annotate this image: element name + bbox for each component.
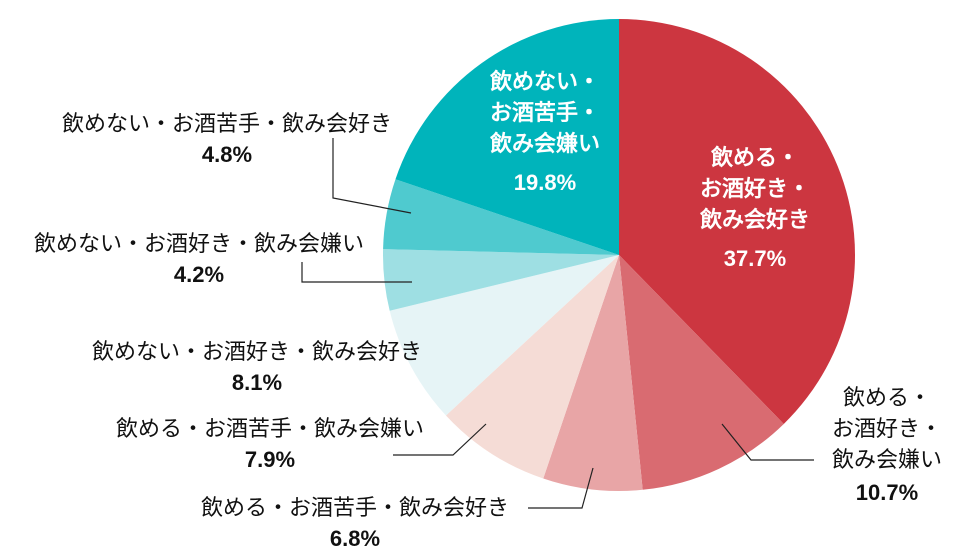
leader-lines: [301, 138, 814, 509]
label-line: 飲み会好き: [699, 207, 810, 232]
slice-percent: 4.8%: [201, 142, 253, 167]
label-line: 飲めない・お酒苦手・飲み会好き: [61, 111, 392, 136]
pie-slice: [619, 255, 784, 490]
slice-percent: 10.7%: [855, 480, 919, 505]
slice-label-drink-like-like: 飲める・ お酒好き・ 飲み会好き 37.7%: [680, 142, 830, 274]
label-line: 飲めない・: [489, 69, 600, 94]
slice-percent: 8.1%: [231, 370, 283, 395]
label-line: 飲めない・お酒好き・飲み会嫌い: [33, 231, 364, 256]
label-line: お酒好き・: [831, 416, 942, 441]
slice-percent: 4.2%: [173, 262, 225, 287]
leader-line: [721, 423, 814, 461]
leader-line: [528, 467, 594, 509]
label-line: 飲める・: [710, 145, 799, 170]
label-line: お酒苦手・: [489, 100, 600, 125]
slice-label-drink-dislike-dislike: 飲める・お酒苦手・飲み会嫌い 7.9%: [95, 413, 445, 475]
label-line: 飲み会嫌い: [489, 131, 600, 156]
label-line: 飲めない・お酒好き・飲み会好き: [91, 339, 422, 364]
leader-line: [332, 138, 412, 214]
label-line: お酒好き・: [699, 176, 810, 201]
pie-slice: [389, 255, 619, 416]
pie-slice: [543, 255, 643, 492]
pie-slices: [382, 19, 856, 492]
slice-label-nodrink-like-like: 飲めない・お酒好き・飲み会好き 8.1%: [72, 336, 442, 398]
slice-label-nodrink-dislike-dislike: 飲めない・ お酒苦手・ 飲み会嫌い 19.8%: [470, 66, 620, 198]
label-line: 飲み会嫌い: [831, 447, 942, 472]
slice-label-nodrink-like-dislike: 飲めない・お酒好き・飲み会嫌い 4.2%: [14, 228, 384, 290]
leader-line: [393, 423, 487, 456]
leader-line: [301, 262, 412, 283]
slice-percent: 19.8%: [513, 170, 577, 195]
label-line: 飲める・: [842, 385, 931, 410]
pie-slice: [382, 249, 619, 311]
pie-slice: [445, 255, 619, 479]
label-line: 飲める・お酒苦手・飲み会好き: [200, 495, 509, 520]
pie-slice: [619, 19, 856, 424]
slice-label-nodrink-dislike-like: 飲めない・お酒苦手・飲み会好き 4.8%: [42, 108, 412, 170]
pie-slice: [395, 19, 619, 255]
pie-slice: [383, 179, 619, 255]
slice-percent: 7.9%: [244, 447, 296, 472]
slice-percent: 37.7%: [723, 246, 787, 271]
slice-percent: 6.8%: [329, 526, 381, 551]
slice-label-drink-dislike-like: 飲める・お酒苦手・飲み会好き 6.8%: [180, 492, 530, 554]
slice-label-drink-like-dislike: 飲める・ お酒好き・ 飲み会嫌い 10.7%: [812, 382, 962, 508]
label-line: 飲める・お酒苦手・飲み会嫌い: [115, 416, 424, 441]
